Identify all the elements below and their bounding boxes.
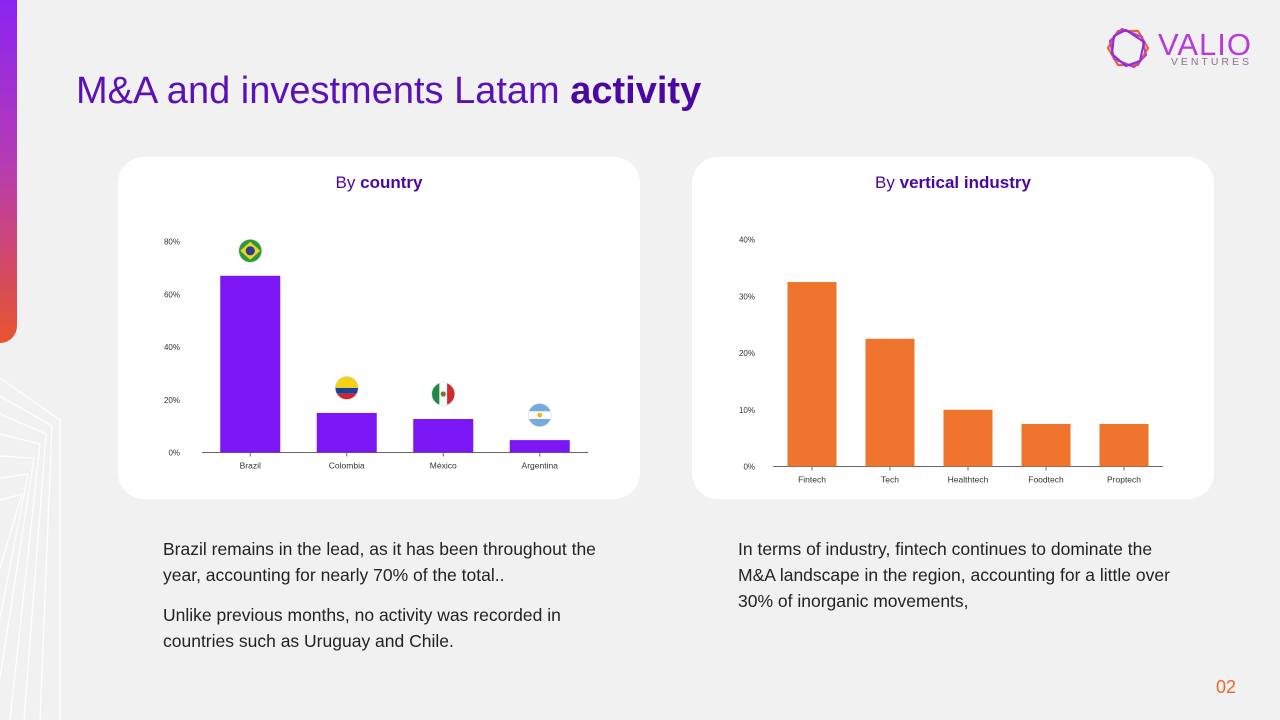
- brand-tagline: VENTURES: [1170, 55, 1253, 68]
- x-tick-label: Healthtech: [948, 475, 989, 485]
- industry-bar-chart: 0% 10% 20% 30% 40% Fintech Tech Healthtech Foodt…: [739, 236, 1163, 485]
- y-tick-label: 40%: [164, 343, 180, 352]
- industry-summary-paragraph-1: In terms of industry, fintech continues …: [738, 539, 1170, 611]
- page-title-bold: activity: [570, 70, 702, 112]
- brand-name: VALIO: [1158, 26, 1253, 62]
- x-tick-label: Brazil: [240, 461, 261, 471]
- bar-fintech: [787, 282, 837, 467]
- y-tick-label: 0%: [743, 463, 755, 472]
- x-tick-label: México: [430, 461, 457, 471]
- y-tick-label: 40%: [739, 236, 755, 245]
- industry-summary: In terms of industry, fintech continues …: [738, 536, 1178, 628]
- country-chart-card: By country 0% 20% 40% 60% 80% Brazil Colombia M…: [118, 157, 640, 499]
- industry-chart-title-prefix: By: [875, 173, 900, 192]
- x-tick-label: Colombia: [329, 461, 365, 471]
- y-tick-label: 20%: [739, 349, 755, 358]
- industry-chart-title-bold: vertical industry: [899, 173, 1031, 192]
- y-tick-label: 10%: [739, 406, 755, 415]
- brand-logo: VALIO VENTURES: [1106, 28, 1252, 68]
- industry-chart-title: By vertical industry: [692, 173, 1214, 193]
- bar-foodtech: [1021, 423, 1071, 467]
- x-tick-label: Tech: [881, 475, 899, 485]
- bar-argentina: [509, 440, 570, 453]
- country-summary: Brazil remains in the lead, as it has be…: [163, 536, 603, 668]
- country-summary-paragraph-1: Brazil remains in the lead, as it has be…: [163, 539, 596, 585]
- y-tick-label: 80%: [164, 238, 180, 247]
- x-tick-label: Proptech: [1107, 475, 1141, 485]
- page-number: 02: [1216, 677, 1237, 697]
- y-tick-label: 0%: [168, 449, 180, 458]
- country-chart-title: By country: [118, 173, 640, 193]
- mexico-flag-icon: [431, 382, 456, 406]
- bar-tech: [865, 338, 915, 467]
- industry-chart-card: By vertical industry 0% 10% 20% 30% 40% Finte…: [692, 157, 1214, 499]
- country-bar-chart: 0% 20% 40% 60% 80% Brazil Colombia México Argent…: [164, 238, 588, 471]
- country-chart-title-bold: country: [360, 173, 423, 192]
- page-title: M&A and investments Latam activity: [76, 70, 701, 113]
- brazil-flag-icon: [238, 238, 263, 263]
- x-tick-label: Argentina: [522, 461, 559, 471]
- country-summary-paragraph-2: Unlike previous months, no activity was …: [163, 605, 561, 651]
- country-chart-title-prefix: By: [335, 173, 361, 192]
- bar-mexico: [413, 419, 474, 453]
- bar-healthtech: [943, 409, 993, 467]
- decorative-lines: [0, 378, 61, 720]
- y-tick-label: 20%: [164, 396, 180, 405]
- x-tick-label: Foodtech: [1028, 475, 1064, 485]
- argentina-flag-icon: [527, 403, 552, 427]
- page-title-regular: M&A and investments Latam: [76, 70, 571, 112]
- bar-proptech: [1099, 423, 1149, 467]
- bar-brazil: [220, 275, 281, 453]
- bar-colombia: [316, 412, 377, 453]
- y-tick-label: 30%: [739, 292, 755, 301]
- accent-bar: [0, 0, 17, 343]
- hexagon-logo-icon: [1106, 28, 1150, 68]
- colombia-flag-icon: [334, 376, 359, 400]
- x-tick-label: Fintech: [798, 475, 826, 485]
- y-tick-label: 60%: [164, 290, 180, 299]
